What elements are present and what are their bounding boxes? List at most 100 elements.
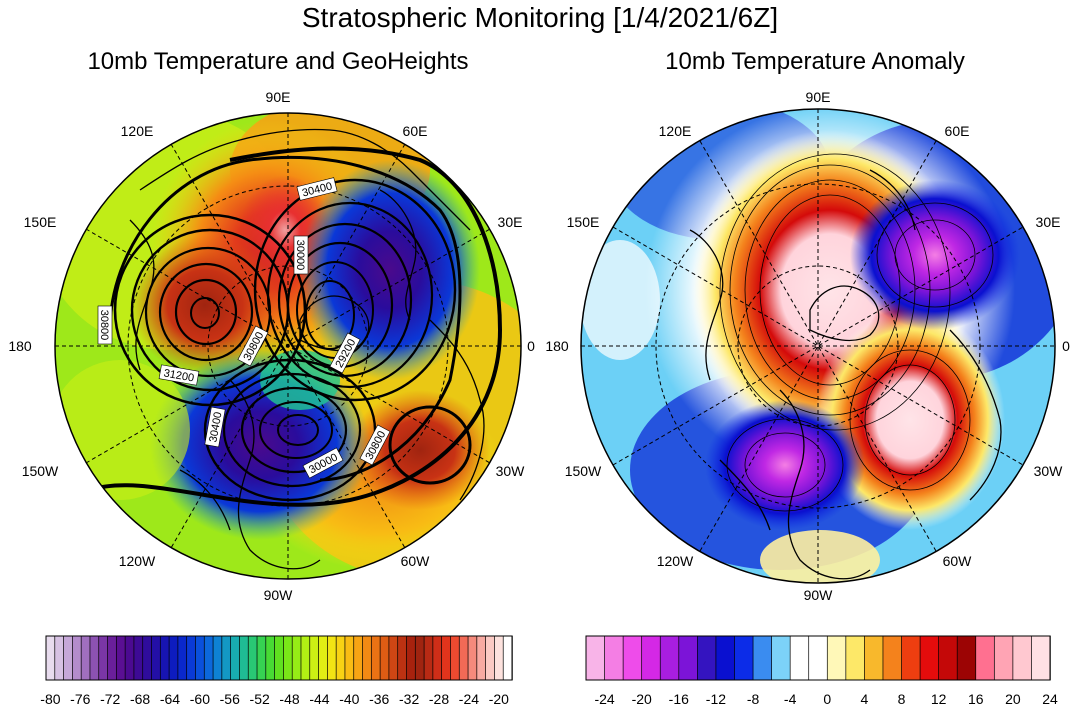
right-colorbar-tick-label: 24 (1042, 691, 1058, 707)
left-colorbar-swatch (300, 635, 311, 681)
lon-label: 180 (8, 338, 32, 354)
right-colorbar-swatch (697, 635, 717, 681)
right-colorbar-swatch (901, 635, 921, 681)
right-colorbar-swatch (845, 635, 866, 681)
left-colorbar-swatch (283, 635, 293, 681)
right-colorbar-swatch (734, 635, 754, 681)
lon-label: 90E (266, 89, 291, 105)
lon-label: 90W (264, 587, 294, 603)
contour-label: 30000 (294, 240, 306, 271)
left-colorbar-swatch (63, 635, 74, 681)
left-colorbar-swatch (212, 635, 223, 681)
left-colorbar-swatch (476, 635, 487, 681)
left-colorbar-tick-label: -56 (220, 691, 240, 707)
lon-label: 60W (401, 553, 431, 569)
lon-label: 30E (1036, 214, 1061, 230)
right-colorbar-swatch (1031, 635, 1051, 681)
lon-label: 0 (1062, 338, 1070, 354)
right-colorbar-tick-label: -24 (594, 691, 614, 707)
right-graticule (581, 109, 1055, 583)
left-colorbar-tick-label: -32 (399, 691, 419, 707)
left-map-frame (54, 112, 522, 580)
left-colorbar-swatch (133, 635, 144, 681)
left-colorbar-tick-label: -28 (429, 691, 449, 707)
right-colorbar-swatch (919, 635, 940, 681)
right-colorbar-swatch (715, 635, 736, 681)
right-colorbar-swatch (956, 635, 977, 681)
lon-label: 120E (659, 123, 692, 139)
left-colorbar-swatch (335, 635, 346, 681)
right-colorbar-swatch (826, 635, 847, 681)
left-colorbar: -80 -76 -72 -68 -64 -60 -56 -52 -48 -44 -40 -36 -32-… (40, 635, 513, 707)
left-colorbar-swatch (274, 635, 285, 681)
left-colorbar-tick-label: -60 (190, 691, 210, 707)
right-panel-title: 10mb Temperature Anomaly (665, 48, 965, 75)
left-graticule (55, 113, 521, 579)
right-colorbar-swatch (789, 635, 810, 681)
right-colorbar-swatch (678, 635, 699, 681)
lon-label: 180 (545, 338, 569, 354)
left-colorbar-tick-label: -80 (40, 691, 60, 707)
left-colorbar-tick-label: -72 (100, 691, 120, 707)
left-colorbar-swatch (502, 635, 513, 681)
lon-label: 60W (943, 553, 973, 569)
left-colorbar-swatch (115, 635, 126, 681)
right-map-frame (580, 108, 1056, 584)
left-colorbar-swatch (247, 635, 258, 681)
left-colorbar-swatch (159, 635, 170, 681)
right-colorbar-swatch (641, 635, 661, 681)
right-colorbar-tick-label: -4 (784, 691, 797, 707)
right-colorbar-tick-label: 4 (861, 691, 869, 707)
right-colorbar-swatch (975, 635, 996, 681)
right-colorbar-swatch (659, 635, 680, 681)
left-colorbar-swatch (203, 635, 214, 681)
lon-label: 90W (804, 587, 834, 603)
left-colorbar-swatch (494, 635, 504, 681)
right-colorbar-swatch (938, 635, 958, 681)
lon-label: 30W (496, 463, 526, 479)
left-colorbar-swatch (230, 635, 241, 681)
contour-label: 30400 (207, 411, 224, 443)
left-colorbar-tick-label: -40 (339, 691, 359, 707)
right-colorbar-tick-label: -8 (747, 691, 760, 707)
left-colorbar-swatch (406, 635, 417, 681)
right-colorbar-tick-label: 16 (968, 691, 984, 707)
lon-label: 30E (498, 214, 523, 230)
right-colorbar-tick-label: -20 (632, 691, 652, 707)
left-colorbar-swatch (458, 635, 469, 681)
right-colorbar-tick-label: 0 (823, 691, 831, 707)
left-colorbar-swatch (195, 635, 206, 681)
left-map: 30400 30000 30800 29200 30800 31200 3040… (8, 89, 535, 603)
left-colorbar-swatch (265, 635, 276, 681)
left-colorbar-swatch (327, 635, 337, 681)
left-colorbar-swatch (423, 635, 434, 681)
left-colorbar-swatch (124, 635, 135, 681)
left-colorbar-tick-label: -76 (70, 691, 90, 707)
left-colorbar-swatch (344, 635, 355, 681)
left-colorbar-tick-label: -24 (459, 691, 479, 707)
left-colorbar-swatch (441, 635, 452, 681)
right-colorbar-frame (585, 635, 1051, 681)
left-coastlines (129, 128, 485, 570)
left-colorbar-swatch (362, 635, 373, 681)
left-colorbar-swatch (432, 635, 443, 681)
lon-label: 150W (565, 463, 602, 479)
left-colorbar-swatch (450, 635, 460, 681)
lon-label: 120W (657, 553, 694, 569)
right-map: 90E 60E 30E 0 30W 60W 90W 120W 150W 180 … (545, 89, 1070, 603)
left-colorbar-swatch (45, 635, 56, 681)
left-colorbar-tick-label: -48 (279, 691, 299, 707)
right-colorbar-swatch (1012, 635, 1033, 681)
left-colorbar-swatch (291, 635, 302, 681)
left-colorbar-swatch (142, 635, 153, 681)
left-colorbar-swatch (80, 635, 91, 681)
left-colorbar-swatch (72, 635, 82, 681)
lon-label: 150E (24, 214, 57, 230)
lon-label: 60E (945, 123, 970, 139)
right-colorbar-swatch (752, 635, 773, 681)
left-colorbar-swatch (54, 635, 65, 681)
left-colorbar-swatch (168, 635, 179, 681)
left-colorbar-tick-label: -44 (309, 691, 329, 707)
right-colorbar-swatch (864, 635, 884, 681)
